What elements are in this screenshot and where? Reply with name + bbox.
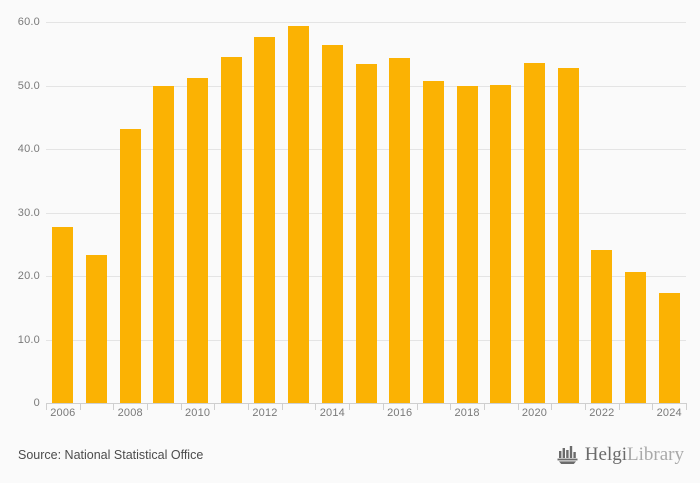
bar-slot (181, 22, 215, 403)
bar[interactable] (355, 63, 377, 403)
x-axis-tick-label (484, 404, 518, 422)
bar-slot (383, 22, 417, 403)
bar[interactable] (220, 56, 242, 403)
y-axis-tick-label: 50.0 (17, 79, 40, 92)
x-axis-tick (80, 403, 81, 410)
bar-slot (585, 22, 619, 403)
helgi-library-logo-icon (557, 446, 578, 464)
x-axis-tick-label (417, 404, 451, 422)
bar-slot (518, 22, 552, 403)
x-axis-tick-label: 2008 (117, 407, 143, 419)
bar[interactable] (321, 44, 343, 403)
bar-slot (316, 22, 350, 403)
y-axis-labels: 0 10.0 20.0 30.0 40.0 50.0 60.0 (0, 16, 40, 409)
y-axis-tick-label: 0 (33, 397, 40, 409)
bar[interactable] (490, 84, 512, 403)
x-axis-tick (518, 403, 519, 410)
x-axis-tick (686, 403, 687, 410)
x-axis-ticks (46, 403, 687, 410)
bar[interactable] (254, 36, 276, 403)
bar-slot (484, 22, 518, 403)
x-axis-tick (349, 403, 350, 410)
x-axis-labels: 2006 2008 2010 2012 2014 2016 2018 2020 2022 2024 (46, 404, 686, 422)
chart-footer: Source: National Statistical Office Helg… (0, 432, 700, 483)
x-axis-tick (214, 403, 215, 410)
bar[interactable] (153, 85, 175, 403)
bar[interactable] (658, 293, 680, 403)
bar-slot (450, 22, 484, 403)
bar[interactable] (591, 249, 613, 403)
x-axis-tick-label: 2022 (589, 407, 615, 419)
x-axis-tick-label (282, 404, 316, 422)
bar[interactable] (389, 58, 411, 403)
x-axis-tick (181, 403, 182, 410)
x-axis-tick (282, 403, 283, 410)
x-axis-tick-label: 2018 (454, 407, 480, 419)
x-axis-tick-label: 2020 (521, 407, 548, 419)
bar[interactable] (288, 26, 310, 403)
bar[interactable] (52, 227, 74, 403)
x-axis-tick-label: 2014 (319, 407, 345, 419)
brand-name-primary: Helgi (584, 444, 628, 465)
x-axis-line (46, 403, 686, 404)
bar-slot (46, 22, 80, 403)
y-axis-tick-label: 10.0 (17, 333, 40, 346)
x-axis-tick (652, 403, 653, 410)
y-axis-tick-label: 40.0 (17, 143, 40, 155)
x-axis-tick (551, 403, 552, 410)
x-axis-tick (315, 403, 316, 410)
x-axis-tick-label: 2016 (387, 407, 413, 419)
bar-slot (619, 22, 653, 403)
bar-slot (80, 22, 114, 403)
x-axis-tick-label (147, 404, 181, 422)
bar-slot (652, 22, 686, 403)
bar-slot (349, 22, 383, 403)
bar-slot (417, 22, 451, 403)
bar[interactable] (456, 85, 478, 403)
bar-slot (113, 22, 147, 403)
x-axis-tick-label (214, 404, 248, 422)
x-axis-tick (619, 403, 620, 410)
brand-logo: HelgiLibrary (557, 444, 684, 466)
x-axis-tick-label: 2012 (252, 407, 278, 419)
x-axis-tick (383, 403, 384, 410)
y-axis-tick-label: 30.0 (17, 206, 40, 219)
y-axis-tick-label: 20.0 (17, 270, 40, 282)
x-axis-tick-label (80, 404, 114, 422)
x-axis-tick (147, 403, 148, 410)
bar-slot (551, 22, 585, 403)
x-axis-tick (450, 403, 451, 410)
bar[interactable] (86, 255, 108, 403)
bar-slot (282, 22, 316, 403)
bar[interactable] (422, 81, 444, 403)
brand-wordmark: HelgiLibrary (585, 444, 684, 466)
bar-slot (214, 22, 248, 403)
x-axis-tick-label (349, 404, 383, 422)
bar[interactable] (557, 68, 579, 403)
x-axis-tick (585, 403, 586, 410)
bar-slot (248, 22, 282, 403)
bar-series (46, 22, 686, 403)
x-axis-tick-label: 2024 (656, 407, 682, 419)
brand-name-secondary: Library (627, 444, 684, 465)
bar[interactable] (119, 128, 141, 403)
x-axis-tick (417, 403, 418, 410)
x-axis-tick-label (619, 404, 653, 422)
x-axis-tick (484, 403, 485, 410)
bar[interactable] (523, 62, 545, 403)
x-axis-tick (46, 403, 47, 410)
y-axis-tick-label: 60.0 (17, 16, 40, 28)
x-axis-tick (248, 403, 249, 410)
bar[interactable] (187, 77, 209, 403)
x-axis-tick-label: 2006 (50, 407, 76, 419)
bar-slot (147, 22, 181, 403)
source-note: Source: National Statistical Office (18, 448, 204, 462)
x-axis-tick (113, 403, 114, 410)
bar[interactable] (625, 272, 647, 403)
x-axis-tick-label: 2010 (184, 407, 211, 419)
x-axis-tick-label (551, 404, 585, 422)
